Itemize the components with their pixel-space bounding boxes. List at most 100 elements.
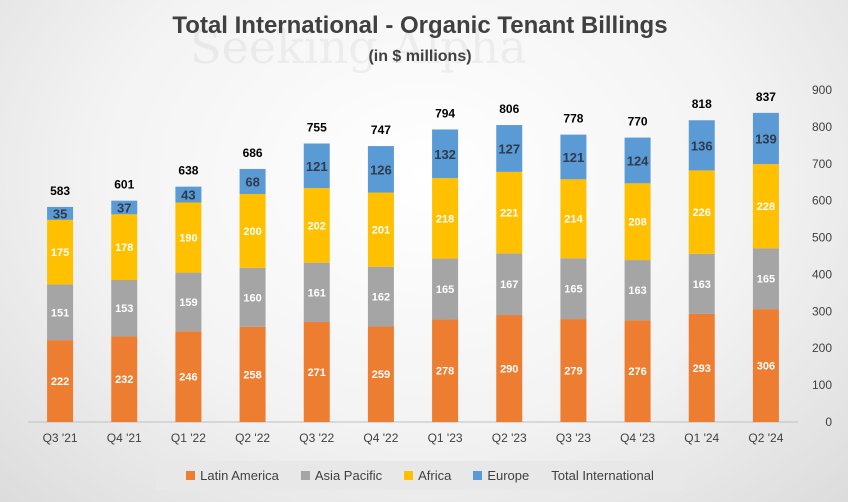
y-tick-label: 500 — [812, 231, 832, 245]
data-label-europe: 121 — [306, 159, 328, 174]
y-tick-label: 600 — [812, 194, 832, 208]
data-label-africa: 226 — [693, 207, 711, 219]
bar-segment-latin-america — [367, 326, 394, 422]
data-label-africa: 218 — [436, 213, 454, 225]
bar-segment-latin-america — [47, 340, 74, 422]
legend-label-asia-pacific: Asia Pacific — [314, 468, 383, 483]
legend-swatch-asia-pacific — [300, 471, 310, 480]
data-label-africa: 202 — [308, 220, 326, 232]
data-label-africa: 214 — [564, 214, 583, 226]
x-tick-label: Q4 '22 — [363, 431, 398, 445]
data-label-africa: 208 — [628, 217, 646, 229]
data-label-europe: 126 — [370, 162, 392, 177]
chart-title: Total International - Organic Tenant Bil… — [172, 12, 668, 39]
data-label-asia-pacific: 163 — [693, 279, 711, 291]
data-label-asia-pacific: 159 — [179, 297, 197, 309]
legend-label-total-international: Total International — [551, 468, 654, 483]
x-tick-label: Q3 '22 — [299, 431, 334, 445]
total-label: 778 — [563, 112, 583, 126]
data-label-asia-pacific: 153 — [115, 303, 133, 315]
bar-segment-africa — [560, 179, 587, 259]
legend-label-africa: Africa — [418, 468, 452, 483]
bar-segment-europe — [367, 146, 394, 193]
bar-segment-africa — [239, 194, 266, 268]
bar-segment-africa — [688, 170, 715, 254]
data-label-asia-pacific: 165 — [564, 284, 582, 296]
total-label: 837 — [756, 90, 776, 104]
legend-item-asia-pacific: Asia Pacific — [300, 468, 383, 483]
data-label-africa: 175 — [51, 247, 69, 259]
data-label-latin-america: 222 — [51, 376, 69, 388]
data-label-europe: 35 — [53, 206, 67, 221]
legend-label-latin-america: Latin America — [200, 468, 279, 483]
bar-segment-asia-pacific — [175, 272, 202, 332]
legend-swatch-europe — [473, 471, 483, 480]
data-label-asia-pacific: 161 — [308, 287, 326, 299]
bar-segment-asia-pacific — [624, 260, 651, 321]
bar-segment-africa — [432, 178, 459, 259]
legend-swatch-latin-america — [186, 471, 196, 480]
bar-segment-africa — [367, 192, 394, 267]
x-tick-label: Q3 '21 — [43, 431, 78, 445]
total-label: 818 — [692, 97, 712, 111]
bar-segment-europe — [560, 134, 587, 180]
data-label-europe: 139 — [755, 132, 777, 147]
total-label: 638 — [178, 164, 198, 178]
total-label: 747 — [371, 123, 391, 137]
data-label-europe: 43 — [181, 188, 195, 203]
bar-segment-africa — [111, 214, 138, 280]
total-label: 770 — [628, 115, 648, 129]
bar-segment-asia-pacific — [47, 284, 74, 341]
bar-segment-asia-pacific — [303, 262, 330, 323]
total-label: 686 — [243, 146, 263, 160]
total-label: 601 — [114, 178, 134, 192]
legend-item-africa: Africa — [404, 468, 451, 483]
bar-segment-africa — [175, 202, 202, 273]
data-label-asia-pacific: 160 — [243, 292, 261, 304]
bar-segment-latin-america — [432, 319, 459, 422]
x-tick-label: Q1 '22 — [171, 431, 206, 445]
y-tick-label: 0 — [825, 415, 832, 429]
bar-segment-asia-pacific — [688, 253, 715, 314]
y-tick-label: 100 — [812, 378, 832, 392]
bar-segment-asia-pacific — [239, 267, 266, 327]
data-label-europe: 124 — [627, 153, 649, 168]
bar-segment-latin-america — [496, 315, 523, 422]
x-tick-label: Q1 '24 — [684, 431, 719, 445]
bar-segment-latin-america — [239, 326, 266, 422]
data-label-asia-pacific: 167 — [500, 279, 518, 291]
bar-segment-latin-america — [624, 320, 651, 422]
x-tick-label: Q3 '23 — [556, 431, 591, 445]
total-label: 806 — [499, 102, 519, 116]
bar-segment-africa — [752, 164, 779, 249]
x-tick-label: Q4 '21 — [107, 431, 142, 445]
data-label-asia-pacific: 162 — [372, 292, 390, 304]
bar-segment-latin-america — [752, 309, 779, 422]
bar-segment-europe — [432, 129, 459, 179]
bar-segment-africa — [624, 183, 651, 261]
bar-segment-europe — [111, 200, 138, 215]
data-label-africa: 190 — [179, 233, 197, 245]
bar-segment-europe — [239, 168, 266, 195]
data-label-latin-america: 271 — [308, 367, 326, 379]
legend-label-europe: Europe — [487, 468, 530, 483]
y-tick-label: 400 — [812, 267, 832, 281]
data-label-latin-america: 232 — [115, 374, 133, 386]
legend-swatch-africa — [404, 471, 414, 480]
bar-segment-asia-pacific — [111, 279, 138, 337]
data-label-europe: 136 — [691, 138, 713, 153]
data-label-asia-pacific: 165 — [757, 274, 775, 286]
x-tick-label: Q1 '23 — [428, 431, 463, 445]
bar-segment-latin-america — [688, 313, 715, 422]
data-label-europe: 132 — [434, 147, 456, 162]
bar-segment-latin-america — [111, 336, 138, 422]
data-label-africa: 200 — [243, 226, 261, 238]
bar-segment-asia-pacific — [752, 248, 779, 310]
data-label-latin-america: 278 — [436, 366, 454, 378]
legend-item-europe: Europe — [473, 468, 529, 483]
data-label-latin-america: 293 — [693, 363, 711, 375]
chart-subtitle: (in $ millions) — [368, 48, 472, 65]
data-label-europe: 121 — [563, 150, 585, 165]
bar-segment-latin-america — [560, 319, 587, 422]
bar-segment-africa — [303, 188, 330, 263]
